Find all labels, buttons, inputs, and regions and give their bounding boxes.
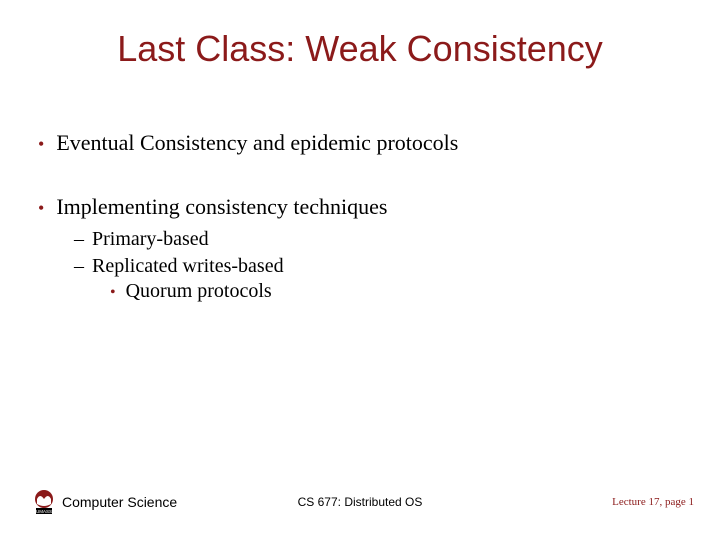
bullet-level1: • Eventual Consistency and epidemic prot… <box>38 130 684 158</box>
bullet-level1: • Implementing consistency techniques <box>38 194 684 222</box>
slide-content: • Eventual Consistency and epidemic prot… <box>36 130 684 306</box>
umass-logo-icon: UMASS <box>30 488 58 516</box>
slide: Last Class: Weak Consistency • Eventual … <box>0 0 720 540</box>
bullet-level3: • Quorum protocols <box>110 280 684 306</box>
slide-title: Last Class: Weak Consistency <box>36 28 684 70</box>
footer-right-text: Lecture 17, page 1 <box>612 496 694 508</box>
footer-left-text: Computer Science <box>62 494 177 510</box>
bullet-text: Primary-based <box>92 228 209 251</box>
bullet-level2: – Primary-based <box>74 228 684 251</box>
bullet-level2: – Replicated writes-based <box>74 255 684 278</box>
bullet-text: Quorum protocols <box>126 280 272 303</box>
svg-text:UMASS: UMASS <box>36 509 52 514</box>
footer-center-text: CS 677: Distributed OS <box>298 495 423 509</box>
slide-footer: UMASS Computer Science CS 677: Distribut… <box>0 488 720 516</box>
bullet-text: Replicated writes-based <box>92 255 284 278</box>
bullet-dot-icon: • <box>110 280 116 306</box>
bullet-dash-icon: – <box>74 228 84 251</box>
footer-left: UMASS Computer Science <box>30 488 177 516</box>
bullet-dot-icon: • <box>38 194 44 222</box>
bullet-text: Eventual Consistency and epidemic protoc… <box>56 130 458 156</box>
bullet-dash-icon: – <box>74 255 84 278</box>
bullet-group: • Implementing consistency techniques – … <box>38 194 684 306</box>
bullet-dot-icon: • <box>38 130 44 158</box>
bullet-text: Implementing consistency techniques <box>56 194 387 220</box>
